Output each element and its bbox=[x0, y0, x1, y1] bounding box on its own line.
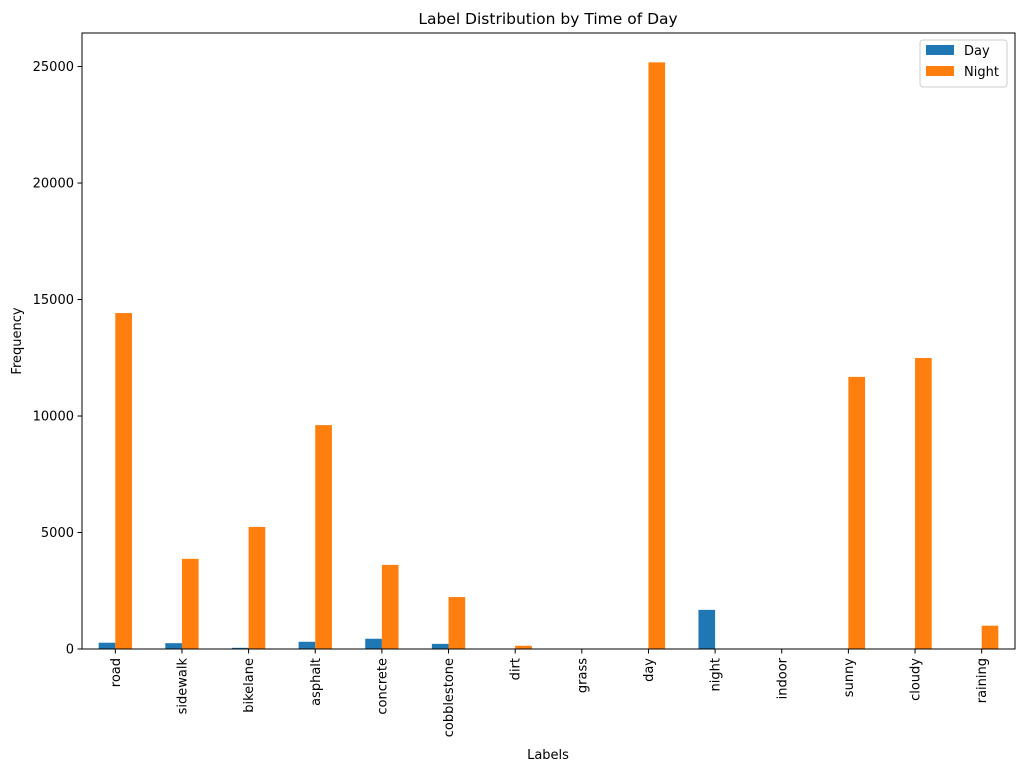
legend-swatch-night bbox=[926, 66, 954, 76]
x-tick-label: grass bbox=[575, 658, 590, 693]
bar-day-night bbox=[698, 609, 716, 649]
legend: Day Night bbox=[919, 39, 1008, 88]
bar-night-day bbox=[648, 62, 666, 650]
chart-title: Label Distribution by Time of Day bbox=[418, 10, 677, 28]
y-tick-label: 10000 bbox=[33, 410, 74, 425]
x-tick-label: raining bbox=[975, 658, 990, 703]
bar-night-road bbox=[115, 313, 132, 649]
bar-night-sunny bbox=[848, 376, 866, 649]
y-tick-label: 5000 bbox=[41, 526, 74, 541]
x-tick-label: night bbox=[709, 658, 724, 691]
bar-day-road bbox=[98, 642, 116, 649]
bar-day-bikelane bbox=[231, 647, 249, 649]
bar-night-cloudy bbox=[915, 358, 932, 649]
x-tick-label: asphalt bbox=[309, 658, 324, 706]
x-tick-label: dirt bbox=[509, 658, 524, 680]
bar-night-concrete bbox=[381, 564, 399, 649]
y-tick-label: 0 bbox=[66, 643, 74, 658]
x-tick-label: indoor bbox=[775, 657, 790, 699]
bar-night-bikelane bbox=[248, 526, 266, 649]
legend-swatch-day bbox=[926, 45, 954, 55]
x-tick-label: sidewalk bbox=[175, 658, 190, 715]
plot-area: road sidewalk bikelane asphalt concrete cobbl… bbox=[33, 60, 999, 737]
x-tick-label: cloudy bbox=[909, 658, 924, 701]
bar-night-raining bbox=[981, 625, 999, 649]
bar-day-asphalt bbox=[298, 641, 316, 649]
bar-day-sidewalk bbox=[165, 643, 182, 649]
bar-night-cobblestone bbox=[448, 597, 466, 649]
x-tick-label: day bbox=[642, 658, 657, 682]
bar-day-cobblestone bbox=[431, 643, 449, 649]
y-tick-label: 20000 bbox=[33, 177, 74, 192]
x-tick-label: cobblestone bbox=[442, 658, 457, 737]
x-tick-label: sunny bbox=[842, 658, 857, 697]
bar-night-asphalt bbox=[315, 425, 332, 649]
y-axis-title: Frequency bbox=[10, 307, 25, 374]
bar-day-concrete bbox=[365, 638, 382, 649]
legend-label-day: Day bbox=[964, 44, 990, 59]
bar-night-sidewalk bbox=[181, 558, 199, 649]
y-tick-label: 15000 bbox=[33, 293, 74, 308]
x-tick-label: concrete bbox=[375, 658, 390, 715]
bar-night-dirt bbox=[515, 645, 532, 649]
x-axis-title: Labels bbox=[527, 748, 569, 763]
legend-label-night: Night bbox=[964, 65, 999, 80]
x-tick-label: bikelane bbox=[242, 658, 257, 713]
plot-frame bbox=[81, 32, 1016, 650]
x-tick-label: road bbox=[109, 658, 124, 687]
y-tick-label: 25000 bbox=[33, 60, 74, 75]
